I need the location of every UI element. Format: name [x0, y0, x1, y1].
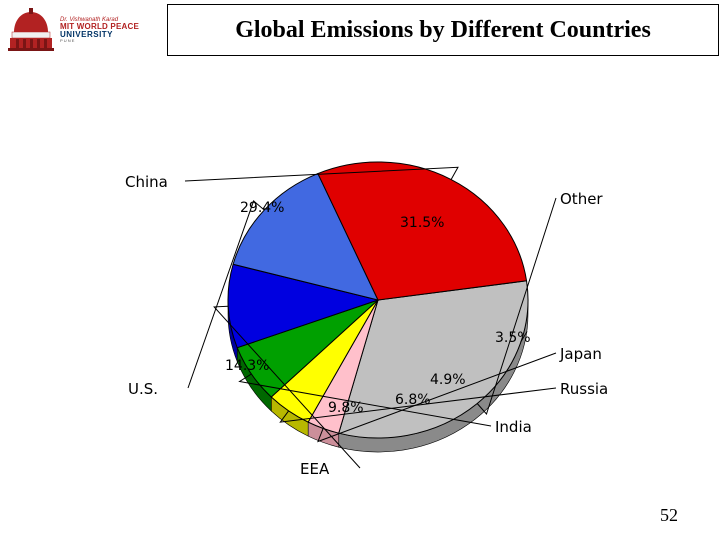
name-label-china: China	[125, 173, 168, 191]
name-label-japan: Japan	[560, 345, 602, 363]
emissions-pie-chart	[0, 0, 720, 540]
page-number: 52	[660, 505, 678, 526]
pct-label-china: 29.4%	[240, 200, 284, 216]
pct-label-other: 31.5%	[400, 215, 444, 231]
pct-label-japan: 3.5%	[495, 330, 531, 346]
name-label-other: Other	[560, 190, 603, 208]
name-label-u.s.: U.S.	[128, 380, 158, 398]
pct-label-u.s.: 14.3%	[225, 358, 269, 374]
pct-label-russia: 4.9%	[430, 372, 466, 388]
name-label-eea: EEA	[300, 460, 329, 478]
name-label-india: India	[495, 418, 532, 436]
pct-label-india: 6.8%	[395, 392, 431, 408]
name-label-russia: Russia	[560, 380, 608, 398]
pct-label-eea: 9.8%	[328, 400, 364, 416]
